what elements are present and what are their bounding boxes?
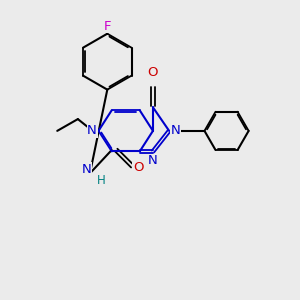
Text: O: O bbox=[148, 66, 158, 79]
Text: N: N bbox=[87, 124, 97, 137]
Text: N: N bbox=[171, 124, 180, 137]
Text: H: H bbox=[97, 174, 106, 187]
Text: N: N bbox=[148, 154, 158, 167]
Text: F: F bbox=[103, 20, 111, 33]
Text: O: O bbox=[133, 161, 143, 174]
Text: N: N bbox=[82, 163, 92, 176]
